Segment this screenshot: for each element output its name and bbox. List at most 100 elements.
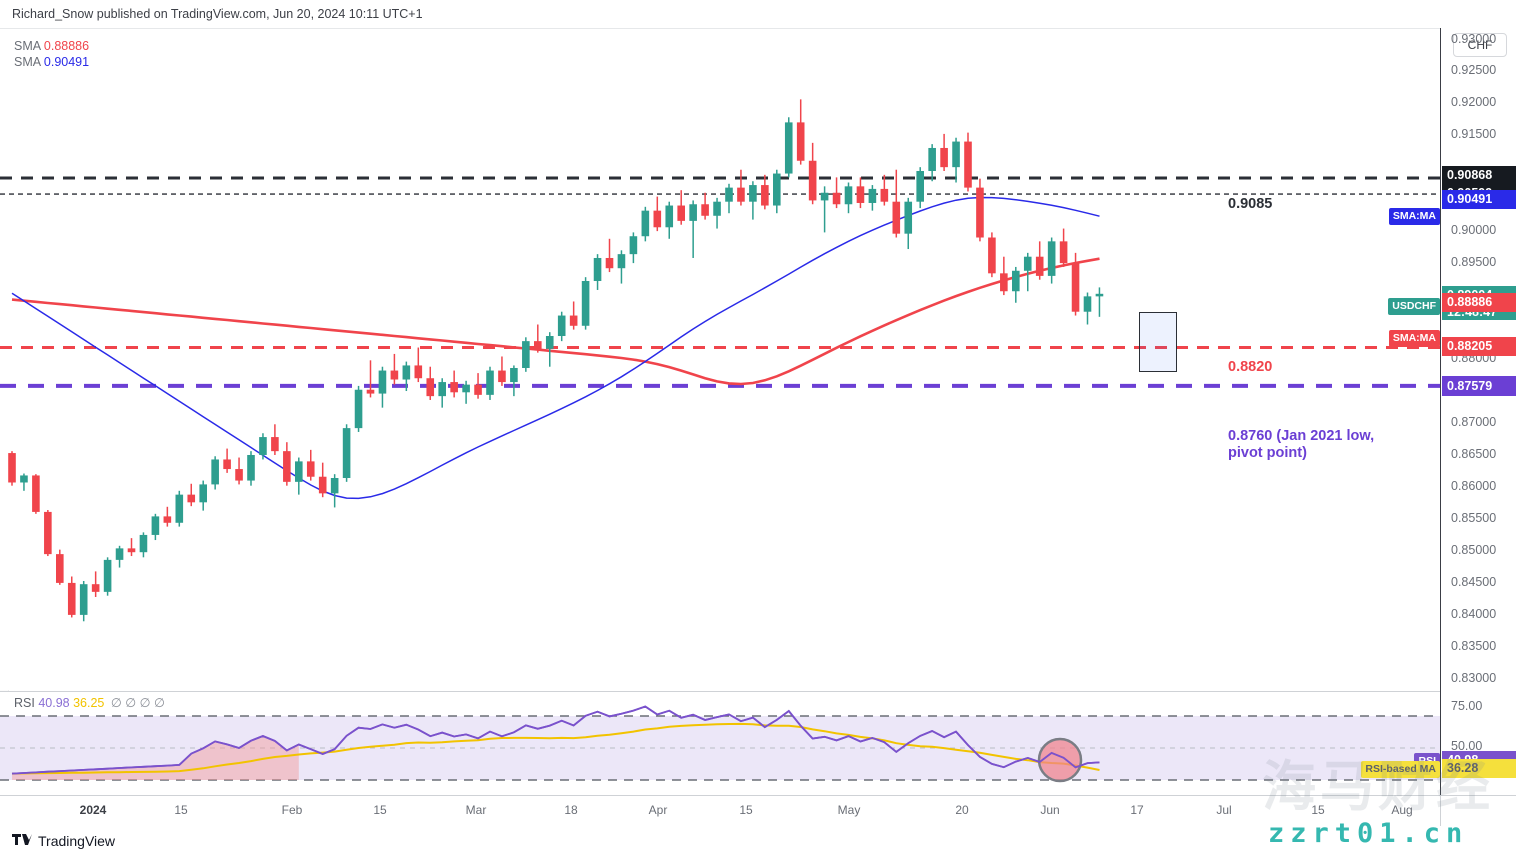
candle-body[interactable] — [832, 192, 841, 205]
candle-body[interactable] — [211, 459, 219, 485]
candle-body[interactable] — [737, 187, 745, 202]
candle-body[interactable] — [510, 367, 518, 383]
candle-body[interactable] — [653, 210, 662, 228]
sma-slow-line[interactable] — [11, 196, 1100, 500]
candle-body[interactable] — [964, 141, 972, 188]
candle-body[interactable] — [629, 236, 638, 255]
tradingview-brand[interactable]: TradingView — [12, 833, 115, 849]
candle-body[interactable] — [235, 469, 243, 481]
candle-body[interactable] — [438, 382, 446, 397]
candle-body[interactable] — [271, 437, 279, 452]
candle-body[interactable] — [1059, 241, 1068, 264]
price-pane[interactable]: SMA 0.88886 SMA 0.90491 0.9085 0.8820 0.… — [0, 28, 1440, 690]
candle-body[interactable] — [820, 192, 829, 201]
candle-body[interactable] — [79, 584, 88, 615]
candle-body[interactable] — [605, 257, 614, 269]
candle-body[interactable] — [462, 384, 470, 393]
candle-body[interactable] — [426, 378, 435, 397]
candle-body[interactable] — [115, 548, 124, 560]
candle-body[interactable] — [163, 516, 172, 523]
candle-body[interactable] — [378, 370, 387, 394]
candle-body[interactable] — [1023, 256, 1032, 271]
candle-body[interactable] — [1047, 241, 1056, 276]
sma-legend[interactable]: SMA 0.88886 SMA 0.90491 — [14, 38, 89, 70]
sma-ma-blue-badge[interactable]: 0.90491 — [1442, 190, 1516, 210]
candle-body[interactable] — [677, 205, 685, 221]
candle-body[interactable] — [928, 147, 936, 171]
usdchf-symbol-tag[interactable]: USDCHF — [1388, 298, 1440, 315]
candle-body[interactable] — [199, 484, 207, 503]
candle-body[interactable] — [784, 122, 793, 174]
time-axis[interactable]: 2024 15 Feb 15 Mar 18 Apr 15 May 20 Jun 17 Jul 15 Aug — [0, 795, 1516, 826]
candle-body[interactable] — [569, 315, 578, 326]
candle-body[interactable] — [498, 370, 506, 383]
candle-body[interactable] — [952, 141, 960, 168]
candle-body[interactable] — [880, 188, 889, 202]
candle-body[interactable] — [259, 437, 267, 455]
rsi-plot[interactable] — [0, 692, 1440, 795]
candle-body[interactable] — [701, 204, 709, 216]
candle-body[interactable] — [868, 188, 877, 203]
candle-body[interactable] — [175, 494, 184, 523]
candle-body[interactable] — [318, 476, 327, 494]
rsi-ma-value-badge[interactable]: 36.28 — [1442, 758, 1516, 778]
rsi-ma-tag[interactable]: RSI-based MA — [1361, 760, 1440, 778]
rsi-highlight-circle[interactable] — [1037, 737, 1083, 783]
rsi-pane[interactable]: RSI 40.98 36.25 ∅ ∅ ∅ ∅ RSI RSI-based MA — [0, 691, 1440, 795]
candle-body[interactable] — [856, 186, 865, 203]
candle-body[interactable] — [354, 389, 363, 429]
candle-body[interactable] — [1083, 296, 1092, 312]
candlestick-series[interactable] — [8, 99, 1104, 622]
candle-body[interactable] — [20, 475, 28, 483]
candle-body[interactable] — [330, 478, 339, 494]
candle-body[interactable] — [127, 548, 136, 553]
candle-body[interactable] — [617, 254, 626, 269]
candle-body[interactable] — [976, 187, 984, 238]
candle-body[interactable] — [904, 201, 913, 234]
candle-body[interactable] — [139, 534, 148, 553]
candle-body[interactable] — [1035, 256, 1044, 276]
candle-body[interactable] — [56, 554, 64, 583]
candle-body[interactable] — [534, 341, 542, 349]
sma-legend-row-2[interactable]: SMA 0.90491 — [14, 54, 89, 70]
candle-body[interactable] — [1071, 263, 1080, 312]
candle-body[interactable] — [414, 365, 423, 379]
sma-ma-red-tag[interactable]: SMA:MA — [1388, 330, 1440, 347]
candle-selection-box[interactable] — [1139, 312, 1177, 372]
sma-legend-row-1[interactable]: SMA 0.88886 — [14, 38, 89, 54]
candle-body[interactable] — [67, 582, 76, 615]
candle-body[interactable] — [522, 341, 530, 368]
candle-body[interactable] — [295, 461, 303, 482]
candle-body[interactable] — [1095, 293, 1104, 297]
sma-ma-blue-tag[interactable]: SMA:MA — [1388, 208, 1440, 225]
candle-body[interactable] — [761, 185, 769, 206]
candle-body[interactable] — [557, 315, 566, 337]
candle-body[interactable] — [486, 370, 494, 395]
candle-body[interactable] — [916, 170, 924, 202]
candle-body[interactable] — [773, 173, 781, 206]
candle-body[interactable] — [474, 384, 482, 395]
candle-body[interactable] — [689, 204, 697, 221]
candle-body[interactable] — [151, 516, 160, 535]
candle-body[interactable] — [247, 454, 255, 481]
candle-body[interactable] — [44, 511, 52, 555]
candle-body[interactable] — [366, 389, 375, 394]
candle-body[interactable] — [988, 237, 996, 274]
support-red-badge[interactable]: 0.88205 — [1442, 336, 1516, 356]
candle-body[interactable] — [402, 365, 411, 380]
candle-body[interactable] — [545, 336, 554, 349]
rsi-legend[interactable]: RSI 40.98 36.25 ∅ ∅ ∅ ∅ — [14, 695, 165, 710]
high-level-badge[interactable]: 0.90868 — [1442, 166, 1516, 186]
candle-body[interactable] — [593, 257, 602, 282]
candle-body[interactable] — [581, 281, 590, 326]
candle-body[interactable] — [223, 459, 231, 470]
rsi-ma-line[interactable] — [11, 722, 1100, 775]
candle-body[interactable] — [844, 186, 853, 205]
candle-body[interactable] — [725, 187, 733, 202]
candle-body[interactable] — [187, 494, 196, 503]
candle-body[interactable] — [91, 584, 100, 592]
candle-body[interactable] — [306, 461, 315, 477]
candle-body[interactable] — [342, 428, 351, 479]
candle-body[interactable] — [8, 453, 16, 483]
candle-body[interactable] — [713, 201, 721, 216]
